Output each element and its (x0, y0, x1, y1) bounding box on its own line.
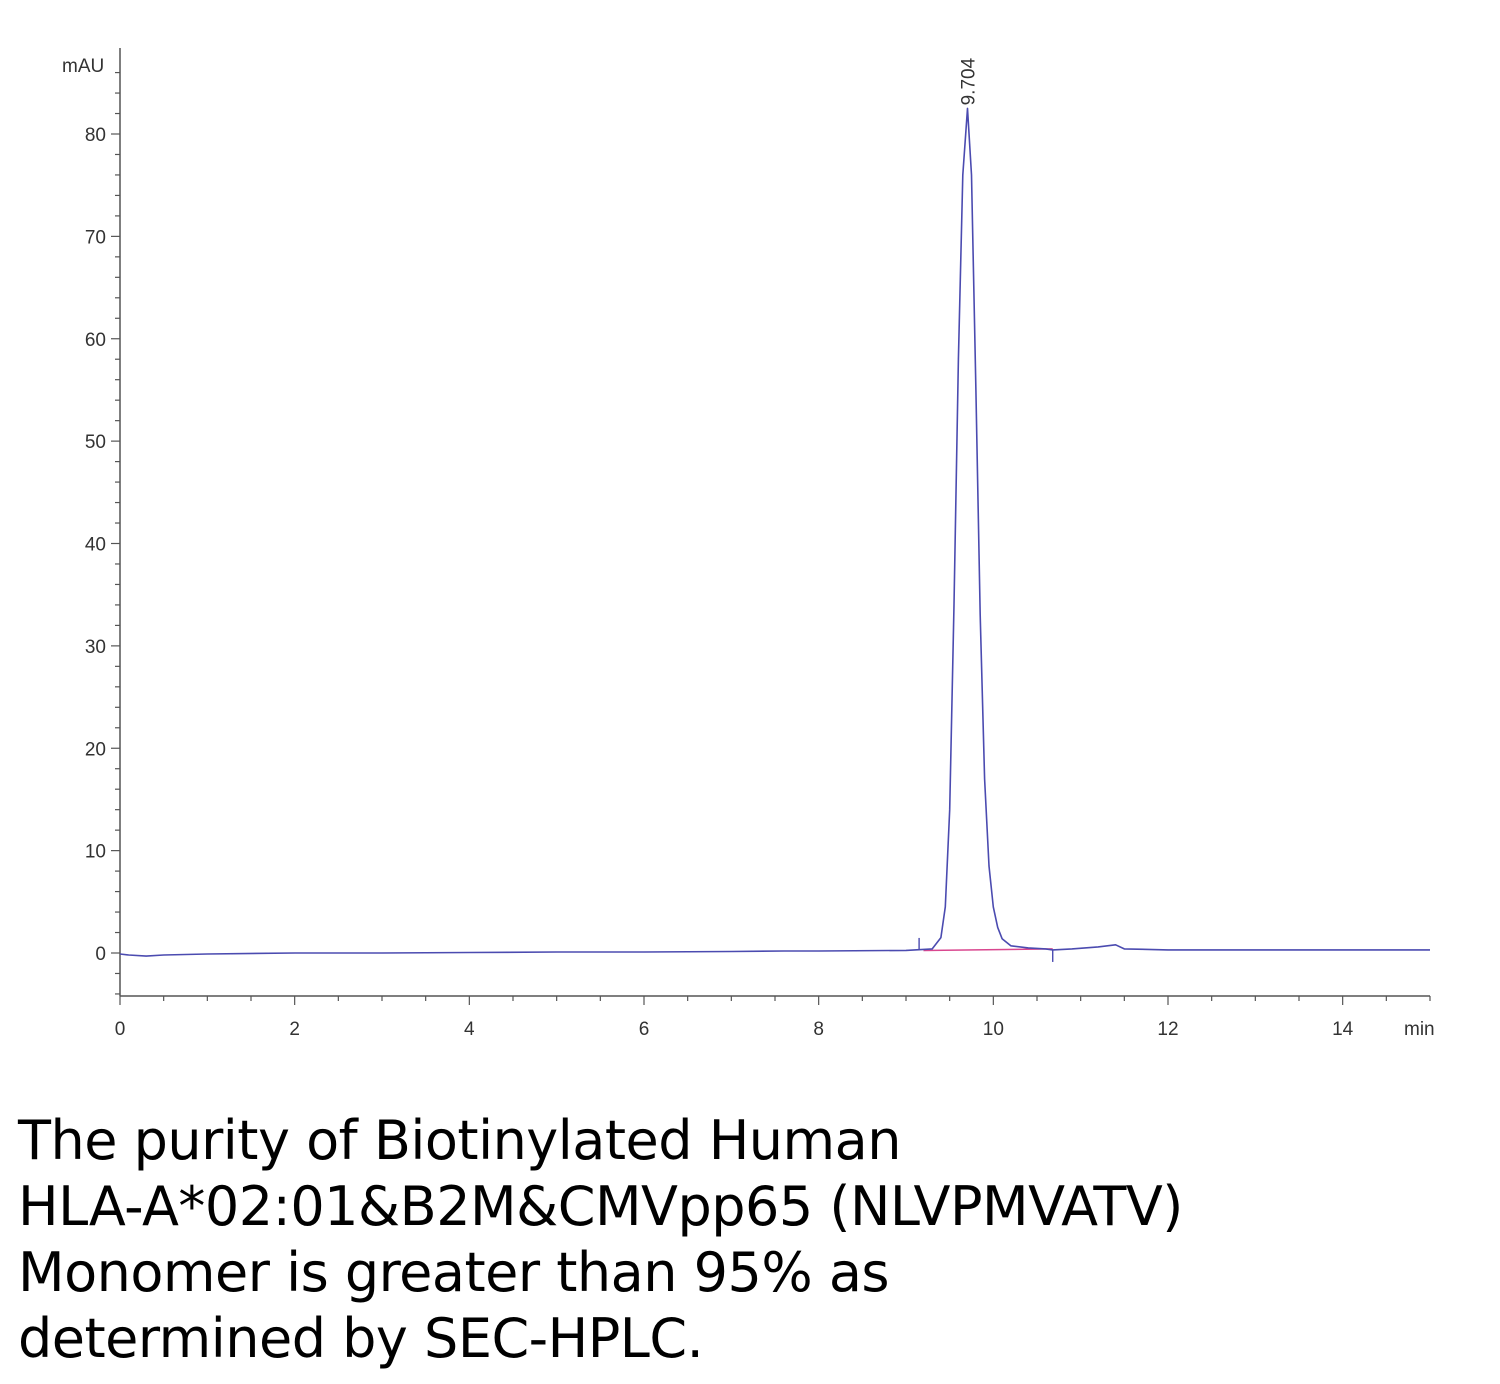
axes (119, 48, 1430, 997)
x-tick-label: 10 (983, 1019, 1004, 1040)
y-tick-label: 10 (85, 842, 106, 863)
figure-caption: The purity of Biotinylated Human HLA-A*0… (18, 1108, 1478, 1372)
x-tick-label: 0 (115, 1019, 126, 1040)
x-tick-label: 6 (639, 1019, 650, 1040)
ticks: 0 10 20 30 40 50 60 70 80 0 2 4 6 8 10 12 14 (85, 71, 1431, 1040)
x-tick-label: 2 (289, 1019, 300, 1040)
caption-line: The purity of Biotinylated Human (18, 1109, 901, 1172)
x-tick-label: 12 (1157, 1019, 1178, 1040)
y-tick-label: 60 (85, 330, 106, 351)
y-tick-label: 70 (85, 227, 106, 248)
x-tick-label: 14 (1332, 1019, 1354, 1040)
y-tick-label: 80 (85, 125, 106, 146)
chart-marks: 9.704 (119, 57, 1430, 962)
x-tick-label: 4 (464, 1019, 475, 1040)
caption-line: Monomer is greater than 95% as (18, 1241, 890, 1304)
y-tick-label: 40 (85, 535, 106, 556)
signal-trace (119, 107, 1430, 957)
chromatogram-chart: 0 10 20 30 40 50 60 70 80 0 2 4 6 8 10 12 14 9.704 mAU m… (62, 48, 1435, 1040)
y-tick-label: 20 (85, 739, 106, 760)
integration-baseline (923, 948, 1053, 952)
y-tick-label: 0 (95, 944, 106, 965)
y-tick-label: 30 (85, 637, 106, 658)
x-tick-label: 8 (813, 1019, 824, 1040)
x-axis-unit-label: min (1404, 1019, 1435, 1040)
y-tick-label: 50 (85, 432, 106, 453)
peak-label: 9.704 (958, 57, 979, 105)
axis-labels: mAU min (62, 56, 1435, 1040)
y-axis-unit-label: mAU (62, 56, 104, 77)
caption-line: HLA-A*02:01&B2M&CMVpp65 (NLVPMVATV) (18, 1175, 1183, 1238)
caption-line: determined by SEC-HPLC. (18, 1307, 704, 1370)
